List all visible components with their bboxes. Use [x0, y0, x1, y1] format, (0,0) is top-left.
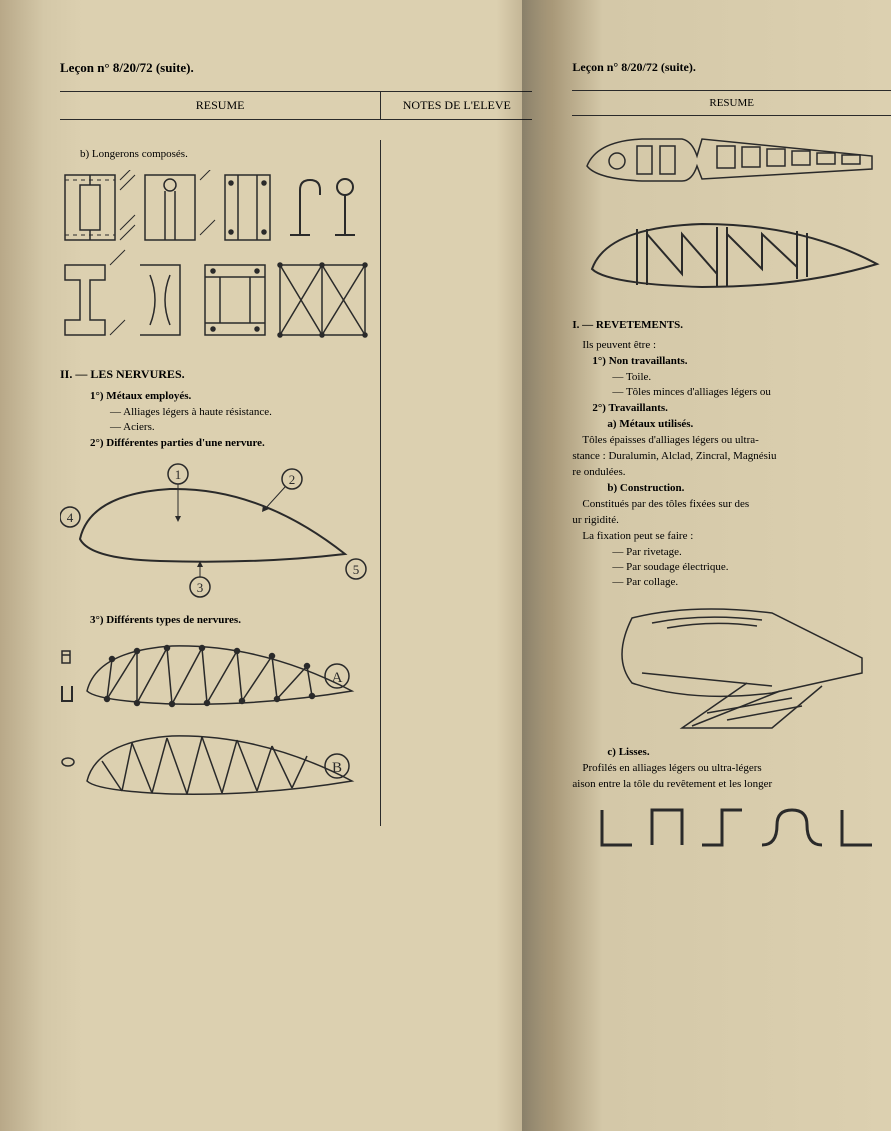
item-1a: — Alliages légers à haute résistance.: [60, 406, 370, 418]
r-item-1: 1°) Non travaillants.: [572, 355, 891, 367]
r-2b-text2: ur rigidité.: [572, 514, 891, 526]
r-2a-text3: re ondulées.: [572, 466, 891, 478]
svg-text:B: B: [332, 760, 342, 776]
r-2a-text: Tôles épaisses d'alliages légers ou ultr…: [572, 434, 891, 446]
section-i-right: I. — REVETEMENTS.: [572, 319, 891, 331]
item-2: 2°) Différentes parties d'une nervure.: [60, 437, 370, 449]
r-item-1b: — Tôles minces d'alliages légers ou: [572, 386, 891, 398]
item-1b: — Aciers.: [60, 421, 370, 433]
svg-text:A: A: [332, 670, 343, 686]
content-area-left: b) Longerons composés.: [60, 140, 532, 826]
stringer-profiles-figure: [572, 800, 891, 858]
r-item-1a: — Toile.: [572, 371, 891, 383]
item-3: 3°) Différents types de nervures.: [60, 614, 370, 626]
airfoil-figure: 1 2 3: [60, 459, 370, 604]
wing-junction-figure: [572, 598, 891, 736]
r-2c-text: Profilés en alliages légers ou ultra-lég…: [572, 762, 891, 774]
right-page: Leçon n° 8/20/72 (suite). RESUME: [552, 0, 891, 1131]
spine-shadow: [522, 0, 552, 1131]
section-b-title: b) Longerons composés.: [60, 148, 370, 160]
item-1: 1°) Métaux employés.: [60, 390, 370, 402]
svg-text:3: 3: [197, 580, 204, 595]
lesson-header-left: Leçon n° 8/20/72 (suite).: [60, 60, 532, 76]
r-2c-text2: aison entre la tôle du revêtement et les…: [572, 778, 891, 790]
longerons-figure: [60, 170, 370, 355]
col-header-notes: NOTES DE L'ELEVE: [381, 91, 532, 119]
r-2b-text: Constitués par des tôles fixées sur des: [572, 498, 891, 510]
rib-section-svg: [582, 131, 882, 206]
r-item-2a: a) Métaux utilisés.: [572, 418, 891, 430]
svg-text:2: 2: [289, 472, 296, 487]
r-2b-text3: La fixation peut se faire :: [572, 530, 891, 542]
rib-internal-svg: [582, 219, 882, 304]
col-header-resume-right: RESUME: [572, 90, 891, 116]
main-content-left: b) Longerons composés.: [60, 140, 381, 826]
r-item-2b: b) Construction.: [572, 482, 891, 494]
truss-ribs-svg: A: [60, 636, 380, 811]
notes-content: [381, 140, 532, 826]
r-2a-text2: stance : Duralumin, Alclad, Zincral, Mag…: [572, 450, 891, 462]
airfoil-svg: 1 2 3: [60, 459, 370, 599]
r-2b-b: — Par soudage électrique.: [572, 561, 891, 573]
r-item-2c: c) Lisses.: [572, 746, 891, 758]
r-item-2: 2°) Travaillants.: [572, 402, 891, 414]
svg-text:4: 4: [67, 510, 74, 525]
rib-section-figure: [572, 131, 891, 209]
svg-text:5: 5: [353, 562, 360, 577]
column-headers-left: RESUME NOTES DE L'ELEVE: [60, 91, 532, 120]
svg-text:1: 1: [175, 467, 182, 482]
col-header-resume: RESUME: [60, 91, 381, 119]
right-content: I. — REVETEMENTS. Ils peuvent être : 1°)…: [572, 131, 891, 858]
r-2b-a: — Par rivetage.: [572, 546, 891, 558]
book-container: Leçon n° 8/20/72 (suite). RESUME NOTES D…: [0, 0, 891, 1131]
r-2b-c: — Par collage.: [572, 576, 891, 588]
left-page: Leçon n° 8/20/72 (suite). RESUME NOTES D…: [0, 0, 552, 1131]
rib-internal-figure: [572, 219, 891, 307]
longerons-svg: [60, 170, 370, 350]
intro-text: Ils peuvent être :: [572, 339, 891, 351]
lesson-header-right: Leçon n° 8/20/72 (suite).: [572, 60, 891, 75]
section-ii-title: II. — LES NERVURES.: [60, 367, 370, 382]
truss-ribs-figure: A: [60, 636, 370, 816]
wing-junction-svg: [592, 598, 872, 733]
stringer-profiles-svg: [592, 800, 872, 855]
